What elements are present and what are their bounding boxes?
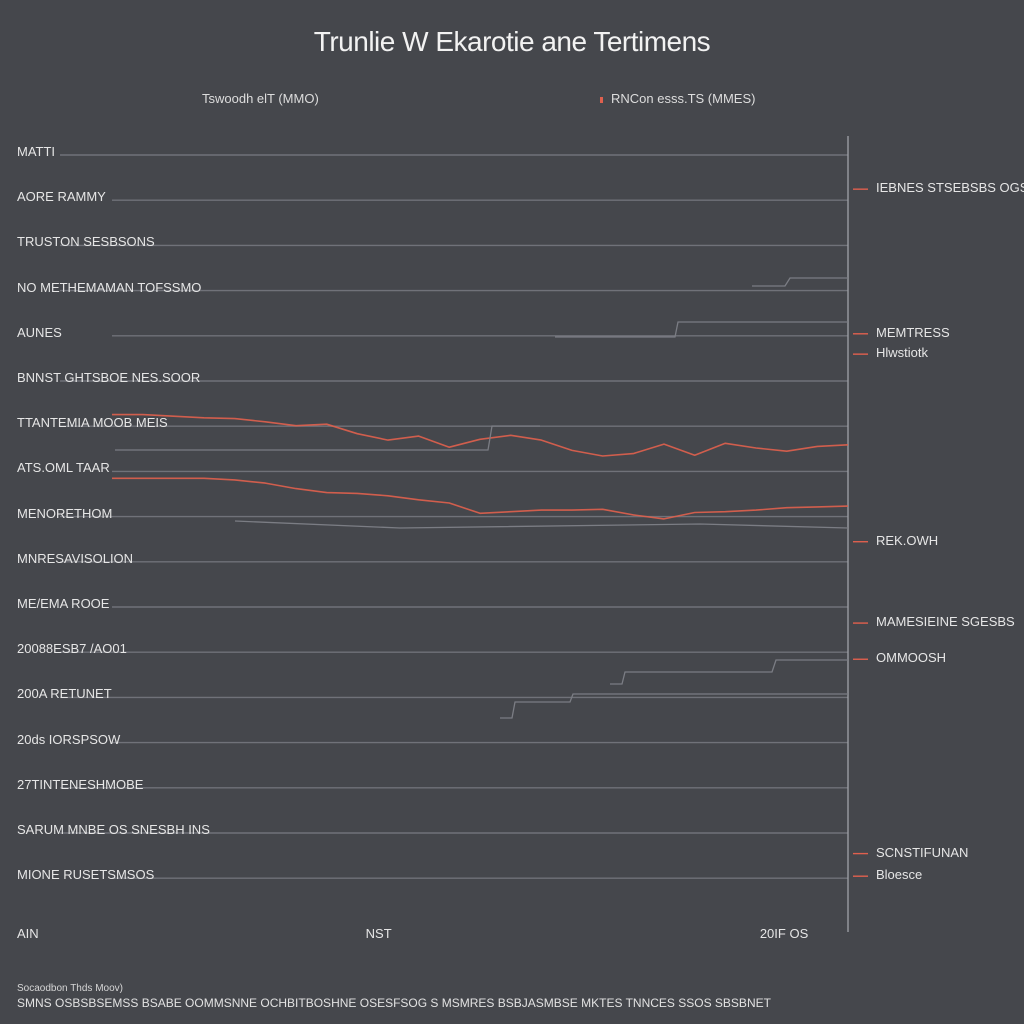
row-label: MATTI (17, 144, 56, 159)
x-tick-label: AIN (17, 926, 39, 941)
row-label: 20ds IORSPSOW (17, 731, 121, 747)
legend-label-2: RNCon esss.TS (MMES) (611, 91, 756, 106)
step-trace (234, 520, 849, 529)
series-line-1 (112, 413, 849, 457)
row-label: SARUM MNBE OS SNESBH INS (17, 822, 210, 837)
row-label: MIONE RUSETSMSOS (17, 867, 155, 883)
right-label: MAMESIEINE SGESBS (876, 614, 1015, 630)
row-label: MNRESAVISOLION (17, 550, 134, 566)
step-trace (500, 693, 848, 719)
x-tick-label: 20IF OS (759, 926, 809, 941)
row-label: TTANTEMIA MOOB MEIS (17, 415, 168, 431)
right-label: IEBNES STSEBSBS OGS (876, 180, 1024, 196)
right-label: SCNSTIFUNAN (876, 844, 969, 860)
footnote: SMNS OSBSBSEMSS BSABE OOMMSNNE OCHBITBOS… (17, 996, 771, 1010)
legend-label-1: Tswoodh elT (MMO) (202, 91, 319, 106)
source-note: Socaodbon Thds Moov) (17, 983, 123, 994)
right-label: Hlwstiotk (876, 345, 929, 361)
legend-item-1: Tswoodh elT (MMO) (202, 91, 319, 106)
row-label: 200A RETUNET (17, 686, 112, 702)
legend-swatch-icon (600, 96, 603, 103)
step-trace (752, 277, 848, 287)
row-label: BNNST GHTSBOE NES.SOOR (17, 370, 201, 385)
row-label: 20088ESB7 /AO01 (17, 641, 127, 657)
right-label: MEMTRESS (876, 324, 950, 340)
series-line-2 (112, 477, 849, 520)
row-label: AORE RAMMY (17, 189, 106, 205)
right-label: Bloesce (876, 867, 923, 883)
chart-title: Trunlie W Ekarotie ane Tertimens (313, 26, 711, 57)
legend-item-2: RNCon esss.TS (MMES) (600, 91, 755, 106)
step-trace (555, 321, 848, 338)
x-tick-label: NST (365, 926, 392, 941)
row-label: NO METHEMAMAN TOFSSMO (17, 279, 202, 295)
row-label: ME/EMA ROOE (17, 596, 110, 611)
right-label: REK.OWH (876, 532, 939, 548)
row-label: AUNES (17, 324, 62, 340)
step-trace (610, 659, 848, 685)
right-label: OMMOOSH (876, 650, 947, 666)
row-label: 27TINTENESHMOBE (17, 776, 144, 792)
row-label: MENORETHOM (17, 505, 113, 521)
row-label: ATS.OML TAAR (17, 460, 110, 476)
row-label: TRUSTON SESBSONS (17, 234, 155, 250)
step-trace (115, 425, 540, 451)
